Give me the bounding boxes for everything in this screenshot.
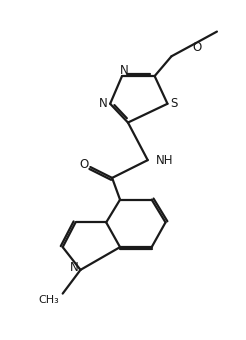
- Text: O: O: [80, 157, 89, 171]
- Text: N: N: [99, 97, 108, 110]
- Text: O: O: [193, 41, 202, 54]
- Text: N: N: [70, 261, 79, 274]
- Text: N: N: [120, 64, 128, 76]
- Text: CH₃: CH₃: [38, 294, 59, 305]
- Text: NH: NH: [156, 154, 173, 167]
- Text: S: S: [171, 97, 178, 110]
